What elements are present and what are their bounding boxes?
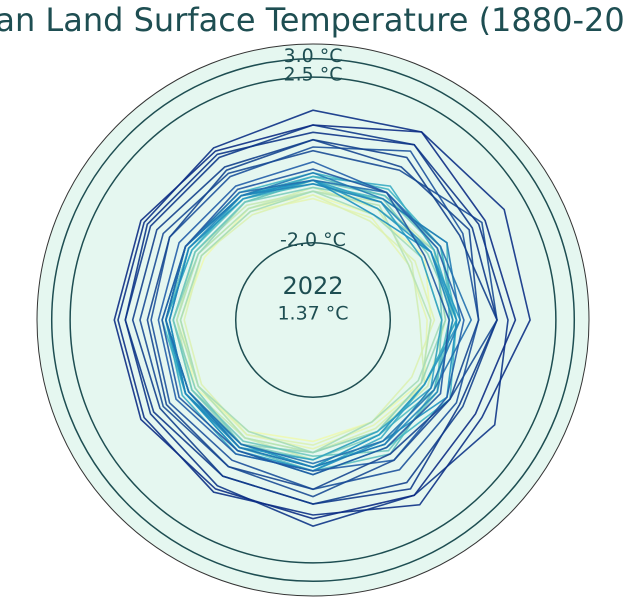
plot-background <box>36 43 590 597</box>
chart-title: Mean Land Surface Temperature (1880-2022… <box>0 1 625 39</box>
temperature-line <box>139 149 498 498</box>
r-tick-label: 2.5 °C <box>283 64 342 86</box>
polar-plot: -2.0 °C 2.5 °C3.0 °C 2022 1.37 °C <box>36 43 590 597</box>
temperature-line <box>150 146 480 491</box>
r-tick-label: -2.0 °C <box>280 229 346 251</box>
temperature-line <box>113 124 517 520</box>
center-value: 1.37 °C <box>277 303 348 325</box>
temperature-line <box>146 138 480 491</box>
grid-circle <box>69 76 557 564</box>
center-year: 2022 <box>282 272 343 300</box>
grid-circle <box>234 241 392 399</box>
temperature-line <box>161 168 451 476</box>
grid-circle <box>50 57 576 583</box>
r-tick-label: 3.0 °C <box>283 45 342 67</box>
temperature-line <box>131 138 498 505</box>
